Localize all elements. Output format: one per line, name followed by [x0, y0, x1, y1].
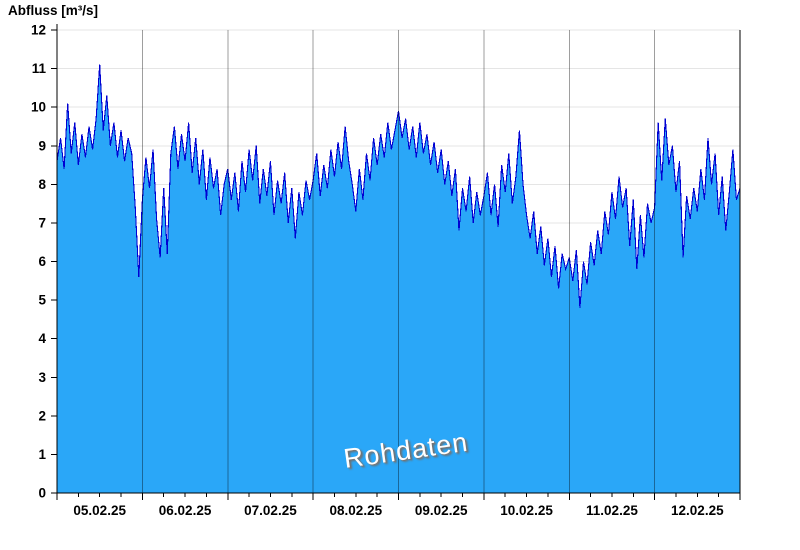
x-tick-label: 07.02.25	[244, 503, 297, 518]
day-gridlines	[141, 30, 656, 493]
y-tick-label: 10	[31, 100, 46, 115]
x-tick-label: 05.02.25	[73, 503, 126, 518]
y-tick-label: 9	[38, 138, 46, 153]
y-tick-label: 4	[38, 331, 46, 346]
y-tick-label: 11	[32, 61, 47, 76]
y-tick-label: 7	[38, 215, 46, 230]
y-tick-label: 2	[38, 408, 46, 423]
y-tick-label: 0	[38, 486, 46, 501]
series-line	[56, 64, 741, 308]
chart-title: Abfluss [m³/s]	[8, 3, 99, 18]
y-tick-label: 1	[38, 447, 46, 462]
y-tick-label: 12	[31, 23, 46, 38]
axes	[51, 24, 741, 500]
x-tick-label: 12.02.25	[671, 503, 724, 518]
x-tick-labels: 05.02.25 06.02.25 07.02.25 08.02.25 09.02.25…	[73, 503, 724, 518]
x-tick-label: 06.02.25	[159, 503, 212, 518]
x-tick-label: 09.02.25	[415, 503, 468, 518]
y-tick-label: 3	[38, 370, 46, 385]
y-tick-label: 8	[38, 177, 46, 192]
x-tick-label: 10.02.25	[500, 503, 553, 518]
y-tick-label: 5	[38, 293, 46, 308]
x-tick-label: 11.02.25	[586, 503, 638, 518]
y-tick-label: 6	[38, 254, 46, 269]
x-tick-label: 08.02.25	[330, 503, 383, 518]
